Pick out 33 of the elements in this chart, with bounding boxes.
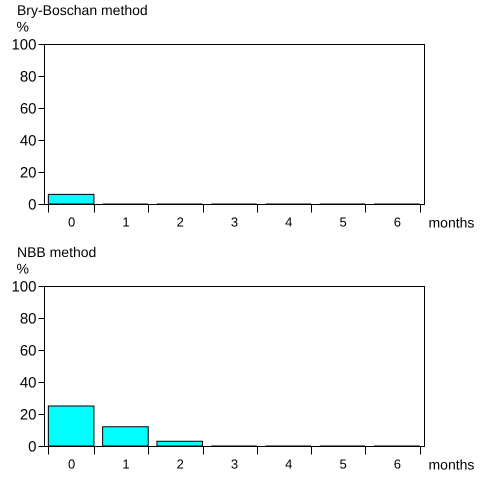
x-tick-label: 2 xyxy=(176,456,184,472)
chart-title: NBB method xyxy=(16,244,96,260)
x-tick-label: 5 xyxy=(339,456,347,472)
y-tick-label: 60 xyxy=(20,342,36,360)
x-axis-title: months xyxy=(428,456,474,472)
chart-title: Bry-Boschan method xyxy=(16,2,148,18)
x-tick-label: 3 xyxy=(230,214,238,230)
y-tick-label: 0 xyxy=(28,438,36,456)
y-tick-label: 20 xyxy=(20,164,36,182)
x-tick-label: 1 xyxy=(122,214,130,230)
y-tick-label: 100 xyxy=(11,278,36,296)
x-tick-label: 0 xyxy=(68,214,76,230)
x-tick-label: 6 xyxy=(394,456,401,472)
y-axis-title: % xyxy=(16,18,29,34)
y-axis-title: % xyxy=(16,260,29,276)
y-tick-label: 60 xyxy=(20,100,36,118)
y-tick-label: 40 xyxy=(20,374,36,392)
y-tick-label: 100 xyxy=(11,36,36,54)
x-tick-label: 6 xyxy=(394,214,401,230)
y-tick-label: 40 xyxy=(20,132,36,150)
bar xyxy=(156,440,204,446)
y-tick-label: 80 xyxy=(20,310,36,328)
y-tick-label: 80 xyxy=(20,68,36,86)
x-tick-label: 1 xyxy=(122,456,130,472)
x-axis-title: months xyxy=(428,214,474,230)
x-tick-label: 5 xyxy=(339,214,347,230)
x-tick-label: 2 xyxy=(176,214,184,230)
x-tick-label: 4 xyxy=(285,214,292,230)
x-tick-label: 4 xyxy=(285,456,292,472)
y-tick-label: 20 xyxy=(20,406,36,424)
x-tick-label: 3 xyxy=(230,456,238,472)
x-tick-label: 0 xyxy=(68,456,76,472)
y-tick-label: 0 xyxy=(28,196,36,214)
